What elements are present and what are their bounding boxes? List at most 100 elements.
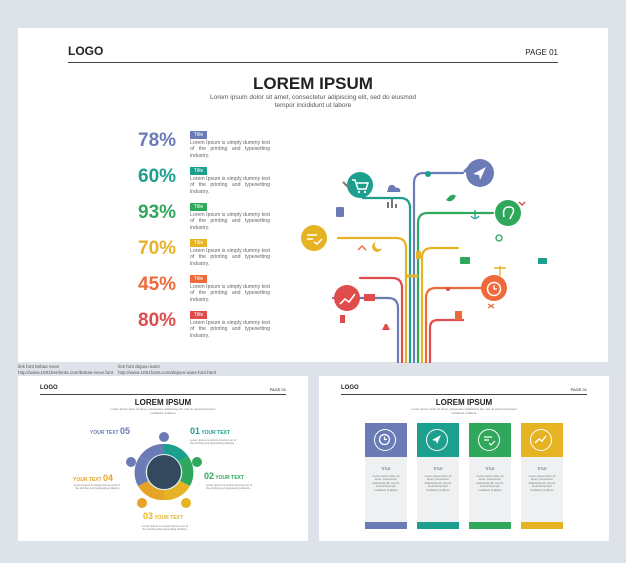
stat-text: Lorem Ipsum is simply dummy text of the … [190, 176, 270, 195]
cloud-icon [386, 184, 401, 192]
leaf-icon [446, 194, 456, 202]
column-card: TITLE Lorem ipsum dolor sit amet, consec… [521, 423, 563, 529]
main-slide: LOGO PAGE 01 LOREM IPSUM Lorem ipsum dol… [18, 28, 608, 363]
checklist-icon [478, 429, 500, 451]
item-label-04: YOUR TEXT 04 [73, 473, 114, 483]
camera-icon [460, 257, 470, 264]
thumbnail-slide-circular: LOGO PAGE 01 LOREM IPSUM Lorem ipsum dol… [18, 376, 308, 541]
logo: LOGO [341, 385, 359, 391]
stat-title-tag: Title [190, 239, 208, 247]
anchor-icon [470, 210, 480, 220]
stat-title-tag: Title [190, 203, 208, 211]
column-text: Lorem ipsum dolor sit amet, consectetur … [528, 474, 556, 492]
pen-icon [463, 163, 473, 173]
column-footer [365, 522, 407, 529]
column-text: Lorem ipsum dolor sit amet, consectetur … [372, 474, 400, 492]
item-label-01: 01 YOUR TEXT [190, 426, 230, 436]
item-text: Lorem Ipsum is simply dummy text of the … [190, 438, 237, 446]
column-title: TITLE [433, 467, 443, 471]
page-subtitle: Lorem ipsum dolor sit amet, consectetur … [210, 94, 416, 109]
monitor-icon [538, 258, 547, 264]
item-label-05: YOUR TEXT 05 [90, 426, 131, 436]
slide-subtitle: Lorem ipsum dolor sit amet, consectetur … [110, 407, 216, 415]
scale-icon [494, 266, 506, 276]
slide-title: LOREM IPSUM [435, 398, 493, 407]
navigation-icon [466, 159, 494, 187]
stat-value: 45% [138, 274, 177, 295]
calculator-icon [336, 207, 344, 217]
phone-icon [416, 251, 421, 259]
item-text: Lorem Ipsum is simply dummy text of the … [206, 483, 253, 491]
heart-pulse-icon [518, 201, 526, 207]
slide-subtitle: Lorem ipsum dolor sit amet, consectetur … [411, 407, 517, 415]
column-footer [417, 522, 459, 529]
stat-title-tag: Title [190, 311, 208, 319]
item-text: Lorem Ipsum is simply dummy text of the … [141, 524, 189, 532]
icon-tree-graphic [301, 159, 547, 363]
center-circle [147, 455, 181, 489]
column-text: Lorem ipsum dolor sit amet, consectetur … [424, 474, 452, 492]
stat-title-tag: Title [190, 167, 208, 175]
gavel-icon [342, 181, 350, 189]
column-text: Lorem ipsum dolor sit amet, consectetur … [476, 474, 504, 492]
document-icon [455, 311, 462, 320]
header-divider [40, 394, 286, 395]
page-number: PAGE 01 [570, 387, 587, 392]
stat-value: 70% [138, 238, 177, 259]
shopping-cart-icon [347, 172, 373, 198]
envelope-icon [364, 294, 375, 301]
stat-value: 78% [138, 130, 177, 151]
hearing-icon [495, 200, 521, 226]
navigation-icon [426, 429, 448, 451]
page-number: PAGE 01 [269, 387, 286, 392]
stat-text: Lorem Ipsum is simply dummy text of the … [190, 284, 270, 303]
bar-chart-icon [387, 199, 397, 208]
stat-row: 45% Title Lorem Ipsum is simply dummy te… [138, 274, 278, 304]
column-title: TITLE [537, 467, 547, 471]
stat-value: 93% [138, 202, 177, 223]
stat-value: 80% [138, 310, 177, 331]
fire-extinguisher-icon [340, 315, 345, 323]
page-number: PAGE 01 [525, 48, 558, 57]
column-card: TITLE Lorem ipsum dolor sit amet, consec… [469, 423, 511, 529]
item-label-02: 02 YOUR TEXT [204, 471, 244, 481]
slide-title: LOREM IPSUM [134, 398, 192, 407]
column-header [521, 423, 563, 457]
header-divider [68, 62, 558, 63]
font-credit-right: link font dejavu sans http://www.1001fon… [118, 364, 216, 375]
stat-row: 93% Title Lorem Ipsum is simply dummy te… [138, 202, 278, 232]
target-icon [495, 234, 503, 242]
page-title: LOREM IPSUM [253, 74, 373, 93]
up-trend-icon [357, 245, 367, 251]
header-divider [341, 394, 587, 395]
logo: LOGO [68, 44, 104, 58]
stat-text: Lorem Ipsum is simply dummy text of the … [190, 140, 270, 159]
scissors-icon [487, 303, 495, 309]
logo: LOGO [40, 385, 58, 391]
column-title: TITLE [485, 467, 495, 471]
column-title: TITLE [381, 467, 391, 471]
column-footer [521, 522, 563, 529]
people-ring [134, 443, 194, 501]
column-header [417, 423, 459, 457]
microphone-icon [446, 287, 450, 291]
stat-text: Lorem Ipsum is simply dummy text of the … [190, 248, 270, 267]
column-card: TITLE Lorem ipsum dolor sit amet, consec… [417, 423, 459, 529]
thumbnail-slide-columns: LOGO PAGE 01 LOREM IPSUM Lorem ipsum dol… [319, 376, 609, 541]
stat-title-tag: Title [190, 131, 208, 139]
moon-icon [372, 242, 382, 252]
item-text: Lorem Ipsum is simply dummy text of the … [73, 483, 120, 491]
flask-icon [382, 324, 390, 330]
stat-row: 78% Title Lorem Ipsum is simply dummy te… [138, 130, 278, 160]
clock-icon [374, 429, 396, 451]
column-header [469, 423, 511, 457]
stat-text: Lorem Ipsum is simply dummy text of the … [190, 320, 270, 339]
stat-value: 60% [138, 166, 177, 187]
growth-chart-icon [530, 429, 552, 451]
circular-people-diagram [126, 432, 202, 508]
stat-row: 70% Title Lorem Ipsum is simply dummy te… [138, 238, 278, 268]
stat-row: 80% Title Lorem Ipsum is simply dummy te… [138, 310, 278, 340]
item-label-03: 03 YOUR TEXT [143, 511, 183, 521]
alarm-clock-icon [481, 275, 507, 301]
column-footer [469, 522, 511, 529]
